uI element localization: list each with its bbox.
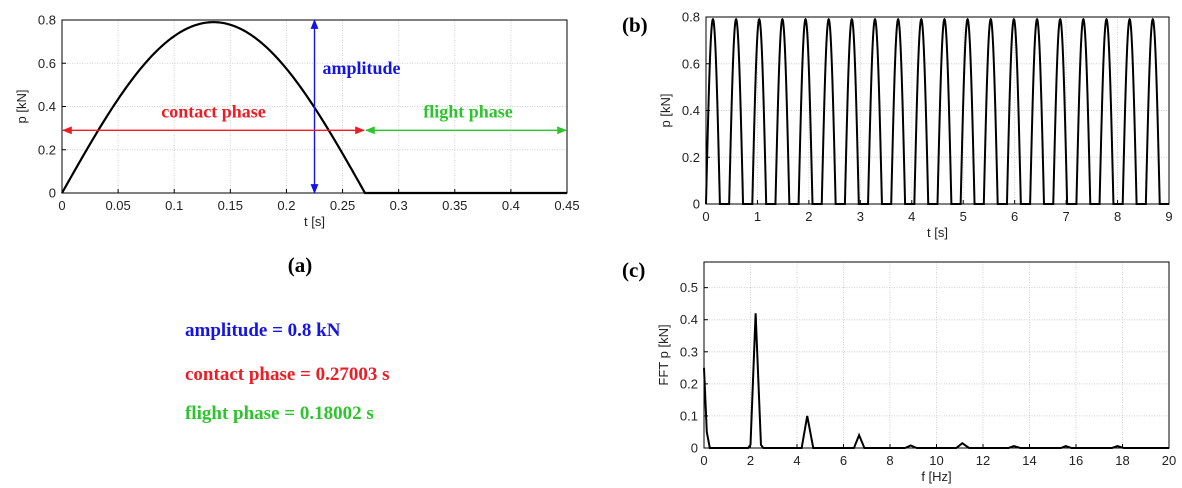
- x-tick-label: 0.05: [105, 198, 130, 213]
- amplitude-annotation-label: amplitude: [323, 58, 401, 78]
- x-tick-label: 0.4: [502, 198, 520, 213]
- x-tick-label: 18: [1115, 453, 1129, 468]
- x-tick-label: 0.2: [277, 198, 295, 213]
- panel-a-y-axis-label: p [kN]: [14, 90, 29, 124]
- x-tick-label: 14: [1022, 453, 1036, 468]
- x-tick-label: 2: [805, 209, 812, 224]
- panel-b-x-axis-label: t [s]: [927, 225, 948, 240]
- x-tick-label: 10: [929, 453, 943, 468]
- x-tick-label: 0.45: [554, 198, 579, 213]
- panel-a-x-axis-label: t [s]: [304, 214, 325, 229]
- y-tick-label: 0.6: [682, 56, 700, 71]
- x-tick-label: 0: [58, 198, 65, 213]
- y-tick-label: 0.4: [680, 312, 698, 327]
- y-tick-label: 0.8: [38, 13, 56, 28]
- x-tick-label: 0.15: [218, 198, 243, 213]
- y-tick-label: 0.6: [38, 56, 56, 71]
- y-tick-label: 0.2: [682, 150, 700, 165]
- panel-a-label: (a): [288, 253, 313, 277]
- x-tick-label: 4: [793, 453, 800, 468]
- x-tick-label: 20: [1162, 453, 1176, 468]
- y-tick-label: 0: [49, 186, 56, 201]
- y-tick-label: 0.1: [680, 408, 698, 423]
- x-tick-label: 5: [960, 209, 967, 224]
- y-tick-label: 0.3: [680, 344, 698, 359]
- x-tick-label: 4: [908, 209, 915, 224]
- panel-b-force-time-history: [705, 17, 1169, 205]
- panel-a-ticks: 0 0.05 0.1 0.15 0.2 0.25 0.3 0.35 0.4 0.45 0 0.2 0.4…: [38, 13, 580, 214]
- x-tick-label: 6: [1011, 209, 1018, 224]
- panel-b-y-axis-label: p [kN]: [658, 94, 673, 128]
- x-tick-label: 7: [1062, 209, 1069, 224]
- summary-amplitude: amplitude = 0.8 kN: [185, 320, 341, 341]
- x-tick-label: 0.3: [390, 198, 408, 213]
- x-tick-label: 8: [1114, 209, 1121, 224]
- panel-b-chart: 0 1 2 3 4 5 6 7 8 9 0 0.2 0.4 0.6 0.8 t [s] p [kN]: [658, 10, 1173, 241]
- panel-c-chart: 0 2 4 6 8 10 12 14 16 18 20 0 0.1 0.2 0.3 0.4 0.5 f [Hz]…: [656, 261, 1176, 484]
- y-tick-label: 0.5: [680, 280, 698, 295]
- x-tick-label: 0.1: [165, 198, 183, 213]
- x-tick-label: 8: [886, 453, 893, 468]
- panel-c-ticks: 0 2 4 6 8 10 12 14 16 18 20 0 0.1 0.2 0.3 0.4 0.5: [680, 280, 1176, 468]
- x-tick-label: 6: [840, 453, 847, 468]
- panel-c-fft-spectrum: [703, 313, 1169, 449]
- panel-a-annotations: amplitude contact phase flight phase: [62, 19, 567, 194]
- x-tick-label: 0: [700, 453, 707, 468]
- x-tick-label: 2: [747, 453, 754, 468]
- x-tick-label: 16: [1069, 453, 1083, 468]
- x-tick-label: 1: [754, 209, 761, 224]
- y-tick-label: 0: [691, 441, 698, 456]
- panel-b-label: (b): [622, 13, 648, 37]
- x-tick-label: 0.25: [330, 198, 355, 213]
- panel-c-grid: [703, 262, 1170, 449]
- x-tick-label: 9: [1165, 209, 1172, 224]
- summary-flight-phase: flight phase = 0.18002 s: [185, 403, 374, 424]
- x-tick-label: 3: [857, 209, 864, 224]
- x-tick-label: 12: [976, 453, 990, 468]
- contact-annotation-label: contact phase: [161, 101, 266, 121]
- y-tick-label: 0.2: [38, 142, 56, 157]
- panel-c-x-axis-label: f [Hz]: [921, 469, 951, 484]
- y-tick-label: 0.4: [682, 103, 700, 118]
- panel-b-ticks: 0 1 2 3 4 5 6 7 8 9 0 0.2 0.4 0.6 0.8: [682, 10, 1173, 225]
- panel-a-chart: 0 0.05 0.1 0.15 0.2 0.25 0.3 0.35 0.4 0.45 0 0.2 0.4…: [14, 13, 580, 230]
- x-tick-label: 0: [702, 209, 709, 224]
- panel-c-y-axis-label: FFT p [kN]: [656, 324, 671, 385]
- x-tick-label: 0.35: [442, 198, 467, 213]
- y-tick-label: 0.4: [38, 99, 56, 114]
- y-tick-label: 0: [693, 197, 700, 212]
- y-tick-label: 0.2: [680, 376, 698, 391]
- panel-c-label: (c): [622, 258, 645, 282]
- y-tick-label: 0.8: [682, 10, 700, 25]
- summary-contact-phase: contact phase = 0.27003 s: [185, 364, 390, 385]
- flight-annotation-label: flight phase: [423, 101, 513, 121]
